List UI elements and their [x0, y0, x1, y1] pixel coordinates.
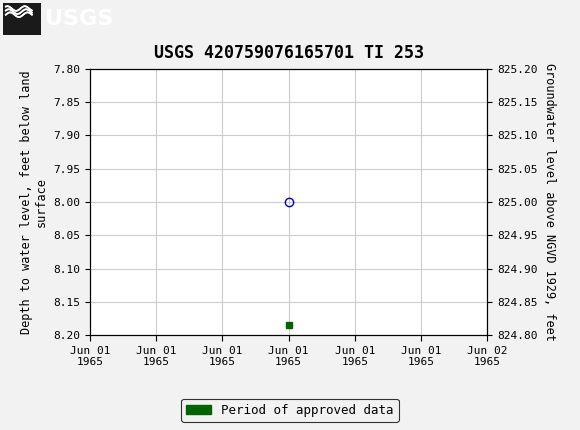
Legend: Period of approved data: Period of approved data [181, 399, 399, 421]
Title: USGS 420759076165701 TI 253: USGS 420759076165701 TI 253 [154, 44, 423, 61]
Text: USGS: USGS [45, 9, 114, 29]
Y-axis label: Depth to water level, feet below land
surface: Depth to water level, feet below land su… [20, 70, 48, 334]
FancyBboxPatch shape [3, 3, 41, 35]
Y-axis label: Groundwater level above NGVD 1929, feet: Groundwater level above NGVD 1929, feet [543, 63, 556, 341]
